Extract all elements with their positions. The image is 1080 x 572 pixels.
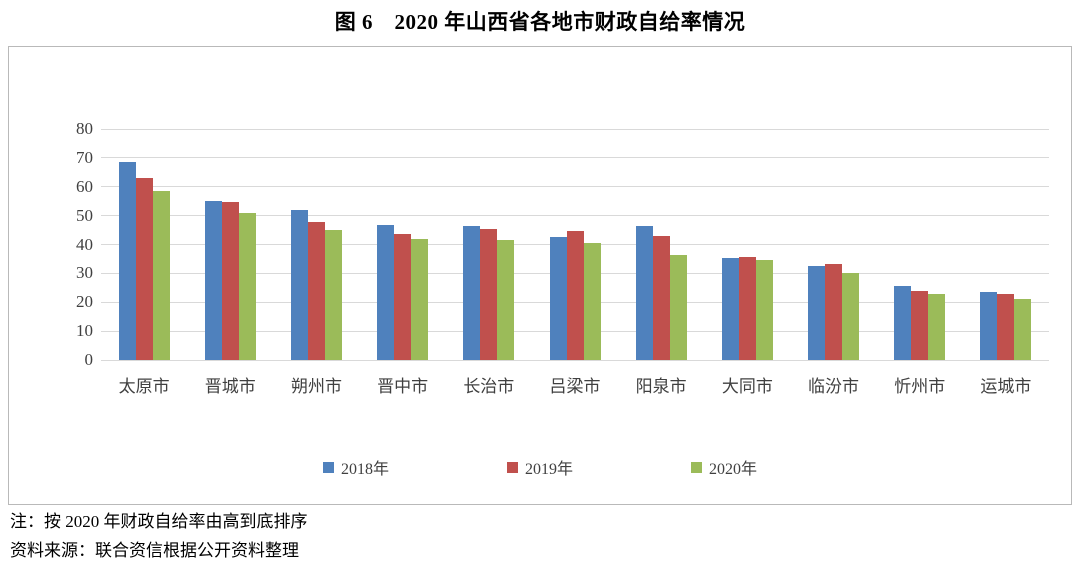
gridline-60	[101, 186, 1049, 188]
note-source: 资料来源：联合资信根据公开资料整理	[10, 541, 299, 560]
bar-2019年-吕梁市	[566, 230, 584, 360]
bar-2019年-大同市	[738, 256, 756, 360]
x-tick-label-太原市: 太原市	[118, 377, 170, 396]
bar-2020年-临汾市	[842, 272, 860, 360]
legend-item-2018年: 2018年	[322, 455, 389, 479]
x-axis: 太原市 晋城市 朔州市 晋中市 长治市 吕梁市 阳泉市 大同市 临汾市 忻州市 运城市	[101, 372, 1049, 396]
bar-2018年-晋中市	[377, 225, 395, 360]
gridline-50	[101, 215, 1049, 217]
bar-2018年-忻州市	[894, 286, 912, 360]
bar-2020年-阳泉市	[669, 254, 687, 360]
legend-label: 2018年	[340, 461, 389, 478]
bar-2020年-忻州市	[928, 294, 946, 360]
x-tick-label-运城市: 运城市	[980, 377, 1032, 396]
bar-2019年-晋中市	[394, 234, 412, 360]
x-tick-label-晋中市: 晋中市	[377, 377, 429, 396]
bar-2018年-临汾市	[808, 266, 826, 360]
x-tick-label-阳泉市: 阳泉市	[635, 377, 687, 396]
bar-2018年-大同市	[721, 257, 739, 360]
x-tick-label-忻州市: 忻州市	[894, 377, 946, 396]
bar-2020年-太原市	[152, 191, 170, 360]
x-tick-label-临汾市: 临汾市	[808, 377, 860, 396]
legend: 2018年 2019年 2020年	[9, 455, 1071, 479]
bar-2019年-运城市	[997, 294, 1015, 360]
bar-2020年-运城市	[1014, 299, 1032, 360]
legend-swatch-icon	[691, 461, 702, 473]
bar-2020年-晋中市	[411, 239, 429, 360]
legend-item-2020年: 2020年	[691, 455, 757, 479]
y-tick-label-40: 40	[76, 234, 93, 254]
x-tick-label-大同市: 大同市	[721, 377, 773, 396]
bar-2019年-临汾市	[825, 264, 843, 360]
y-tick-label-10: 10	[76, 321, 93, 341]
bar-2019年-长治市	[480, 228, 498, 360]
y-tick-label-0: 0	[84, 350, 94, 369]
gridline-0	[101, 359, 1049, 361]
bar-2019年-阳泉市	[652, 235, 670, 360]
bar-2018年-运城市	[980, 291, 998, 360]
plot-area	[101, 128, 1049, 361]
x-tick-label-吕梁市: 吕梁市	[549, 377, 601, 396]
bar-2020年-晋城市	[238, 212, 256, 360]
bar-2020年-朔州市	[324, 229, 342, 360]
x-tick-label-晋城市: 晋城市	[204, 377, 256, 396]
bar-2020年-吕梁市	[583, 242, 601, 360]
bar-2020年-长治市	[497, 239, 515, 360]
y-tick-label-60: 60	[76, 176, 93, 196]
bar-2019年-晋城市	[221, 201, 239, 360]
bar-2020年-大同市	[755, 260, 773, 360]
legend-swatch-icon	[506, 461, 518, 473]
bar-2019年-朔州市	[307, 221, 325, 360]
bar-2018年-太原市	[118, 161, 136, 360]
gridline-80	[101, 128, 1049, 130]
chart-frame: 0 10 20 30 40 50 60 70 80 太原市 晋城市 朔州市 晋中市 长治市 吕梁市 阳泉市 大…	[8, 46, 1072, 505]
x-tick-label-朔州市: 朔州市	[290, 377, 342, 396]
y-tick-label-20: 20	[76, 292, 93, 312]
bar-2018年-吕梁市	[549, 237, 567, 360]
bar-2018年-朔州市	[290, 209, 308, 360]
bar-2018年-长治市	[463, 226, 481, 360]
y-tick-label-70: 70	[76, 147, 93, 167]
y-tick-label-80: 80	[76, 119, 93, 138]
bar-2018年-晋城市	[204, 201, 222, 360]
bar-2018年-阳泉市	[635, 226, 653, 360]
legend-item-2019年: 2019年	[506, 455, 573, 479]
legend-label: 2019年	[524, 461, 573, 478]
y-axis: 0 10 20 30 40 50 60 70 80	[9, 119, 93, 369]
x-tick-label-长治市: 长治市	[463, 377, 515, 396]
bar-2019年-忻州市	[911, 290, 929, 360]
chart-title: 图 6 2020 年山西省各地市财政自给率情况	[334, 10, 746, 34]
y-tick-label-30: 30	[76, 263, 93, 283]
y-tick-label-50: 50	[76, 205, 93, 225]
legend-swatch-icon	[322, 461, 334, 473]
note-sorting: 注：按 2020 年财政自给率由高到底排序	[10, 512, 308, 531]
bar-2019年-太原市	[135, 177, 153, 360]
gridline-70	[101, 157, 1049, 159]
legend-label: 2020年	[709, 461, 758, 478]
chart-notes: 注：按 2020 年财政自给率由高到底排序 资料来源：联合资信根据公开资料整理	[10, 507, 308, 565]
